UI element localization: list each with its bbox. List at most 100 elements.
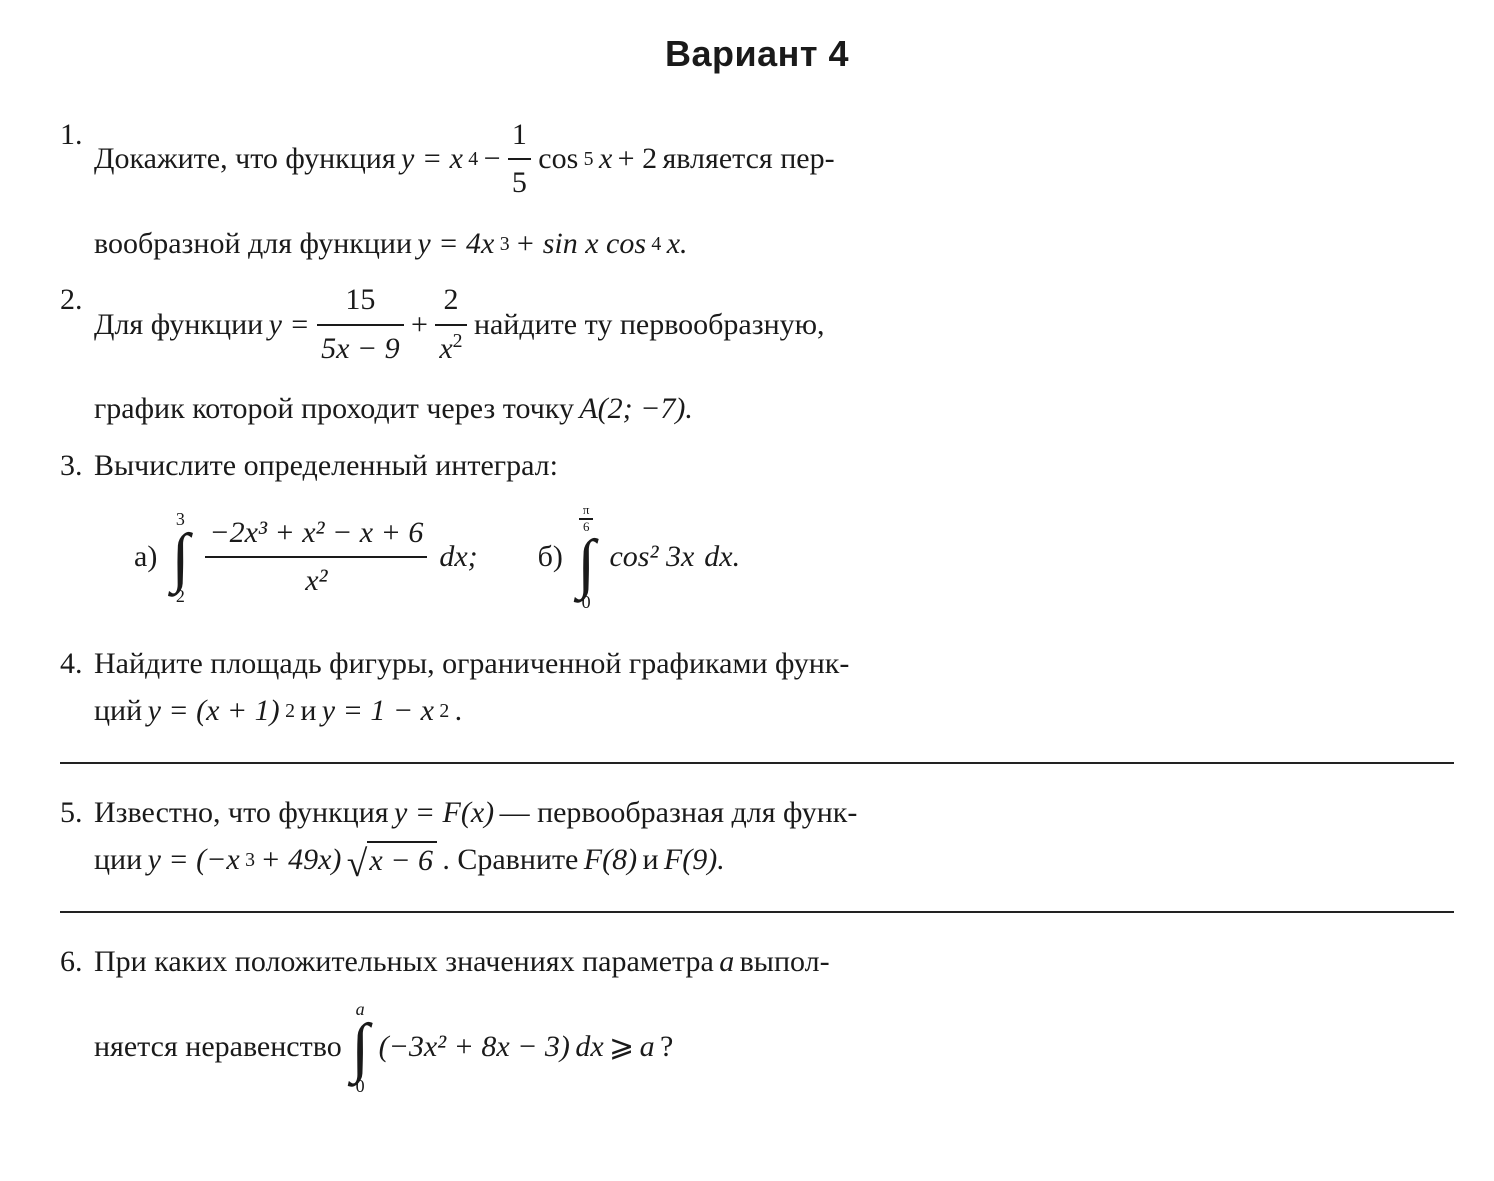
math: + 49x) — [260, 837, 341, 884]
problem-6: 6. При каких положительных значениях пар… — [60, 939, 1454, 1095]
point: A(2; −7). — [579, 386, 693, 433]
problem-6-line2: няется неравенство a ∫ 0 (−3x² + 8x − 3)… — [94, 1000, 1454, 1095]
numerator: −2x³ + x² − x + 6 — [205, 510, 427, 557]
qmark: ? — [660, 1024, 673, 1071]
problem-6-number: 6. — [60, 939, 94, 986]
plus: + — [411, 302, 428, 349]
radicand: x − 6 — [367, 841, 437, 879]
fraction: 2 x2 — [435, 277, 466, 372]
problem-2-number: 2. — [60, 277, 94, 324]
dx: dx; — [439, 534, 477, 581]
text: Докажите, что функция — [94, 136, 396, 183]
var-a: a — [719, 939, 734, 986]
problem-4-line2: ций y = (x + 1)2 и y = 1 − x2. — [94, 688, 1454, 735]
divider — [60, 911, 1454, 913]
lower-limit: 0 — [356, 1077, 365, 1095]
text: найдите ту первообразную, — [474, 302, 825, 349]
numerator: 1 — [508, 112, 531, 159]
problem-2-line1: Для функции y = 15 5x − 9 + 2 x2 найдите… — [94, 277, 1454, 372]
minus: − — [484, 136, 501, 183]
F8: F(8) — [584, 837, 637, 884]
divider — [60, 762, 1454, 764]
text: Известно, что функция — [94, 790, 389, 837]
heading-variant: Вариант 4 — [60, 26, 1454, 82]
problem-2: 2. Для функции y = 15 5x − 9 + 2 x2 найд… — [60, 277, 1454, 433]
math: y = x — [401, 136, 463, 183]
problem-3-content: Вычислите определенный интеграл: а) 3 ∫ … — [94, 443, 1454, 631]
sub-b: б) π 6 ∫ 0 cos² 3x dx. — [538, 503, 740, 611]
problem-1-number: 1. — [60, 112, 94, 159]
text: Найдите площадь фигуры, ограниченной гра… — [94, 647, 849, 680]
integrand: cos² 3x — [609, 534, 694, 581]
integral-icon: ∫ — [577, 534, 595, 593]
integral-icon: ∫ — [171, 528, 189, 587]
problem-3-subs: а) 3 ∫ 2 −2x³ + x² − x + 6 x² dx; б) — [134, 503, 1454, 611]
var-x: x. — [667, 221, 688, 268]
math: y = (x + 1) — [148, 688, 280, 735]
integral-sign: 3 ∫ 2 — [171, 510, 189, 605]
integral-sign: a ∫ 0 — [351, 1000, 369, 1095]
text: график которой проходит через точку — [94, 386, 574, 433]
var-x: x — [439, 332, 452, 365]
and: и — [642, 837, 658, 884]
cos: cos — [538, 136, 578, 183]
problem-5-number: 5. — [60, 790, 94, 837]
ge-sign: ⩾ — [609, 1024, 634, 1071]
problem-5-line1: Известно, что функция y = F(x) — первооб… — [94, 790, 1454, 837]
numerator: π — [579, 503, 594, 517]
math: y = — [269, 302, 310, 349]
math: y = 1 − x — [322, 688, 434, 735]
radical-icon: √ — [347, 850, 368, 880]
denominator: x² — [205, 556, 427, 605]
problem-4-number: 4. — [60, 641, 94, 688]
numerator: 2 — [435, 277, 466, 324]
exp: 2 — [453, 330, 463, 352]
problem-2-content: Для функции y = 15 5x − 9 + 2 x2 найдите… — [94, 277, 1454, 433]
sub-a-label: а) — [134, 534, 157, 581]
problem-5-line2: ции y = (−x3 + 49x) √ x − 6 . Сравните F… — [94, 837, 1454, 884]
problem-4: 4. Найдите площадь фигуры, ограниченной … — [60, 641, 1454, 734]
denominator: 5x − 9 — [317, 324, 404, 373]
denominator: 5 — [508, 158, 531, 207]
F9: F(9). — [664, 837, 725, 884]
math: + sin x cos — [515, 221, 646, 268]
var-x: x — [599, 136, 612, 183]
problem-6-content: При каких положительных значениях параме… — [94, 939, 1454, 1095]
denominator: x2 — [435, 324, 466, 373]
problem-1-line1: Докажите, что функция y = x4 − 1 5 cos5 … — [94, 112, 1454, 207]
dx: dx. — [704, 534, 740, 581]
lower-limit: 2 — [176, 587, 185, 605]
text: ций — [94, 688, 142, 735]
text: При каких положительных значениях параме… — [94, 939, 714, 986]
fraction: 15 5x − 9 — [317, 277, 404, 372]
text: . Сравните — [442, 837, 578, 884]
numerator: 15 — [317, 277, 404, 324]
text: и — [300, 688, 316, 735]
text: — первообразная для функ- — [500, 790, 858, 837]
integral-icon: ∫ — [351, 1018, 369, 1077]
sqrt: √ x − 6 — [347, 841, 437, 879]
fraction: 1 5 — [508, 112, 531, 207]
dx: dx — [575, 1024, 603, 1071]
text: няется неравенство — [94, 1024, 342, 1071]
plus: + 2 — [618, 136, 657, 183]
problem-3-number: 3. — [60, 443, 94, 490]
fraction: −2x³ + x² − x + 6 x² — [205, 510, 427, 605]
problem-4-content: Найдите площадь фигуры, ограниченной гра… — [94, 641, 1454, 734]
problem-1: 1. Докажите, что функция y = x4 − 1 5 co… — [60, 112, 1454, 268]
text: Для функции — [94, 302, 263, 349]
problem-5-content: Известно, что функция y = F(x) — первооб… — [94, 790, 1454, 883]
problem-3: 3. Вычислите определенный интеграл: а) 3… — [60, 443, 1454, 631]
text: ции — [94, 837, 142, 884]
var-a: a — [640, 1024, 655, 1071]
problem-2-line2: график которой проходит через точку A(2;… — [94, 386, 1454, 433]
page: Вариант 4 1. Докажите, что функция y = x… — [0, 0, 1494, 1145]
sub-a: а) 3 ∫ 2 −2x³ + x² − x + 6 x² dx; — [134, 510, 478, 605]
text: вообразной для функции — [94, 221, 412, 268]
text: Вычислите определенный интеграл: — [94, 449, 558, 482]
integral-sign: π 6 ∫ 0 — [577, 503, 596, 611]
problem-6-line1: При каких положительных значениях параме… — [94, 939, 1454, 986]
problem-5: 5. Известно, что функция y = F(x) — перв… — [60, 790, 1454, 883]
text: является пер- — [662, 136, 834, 183]
math: y = 4x — [417, 221, 494, 268]
